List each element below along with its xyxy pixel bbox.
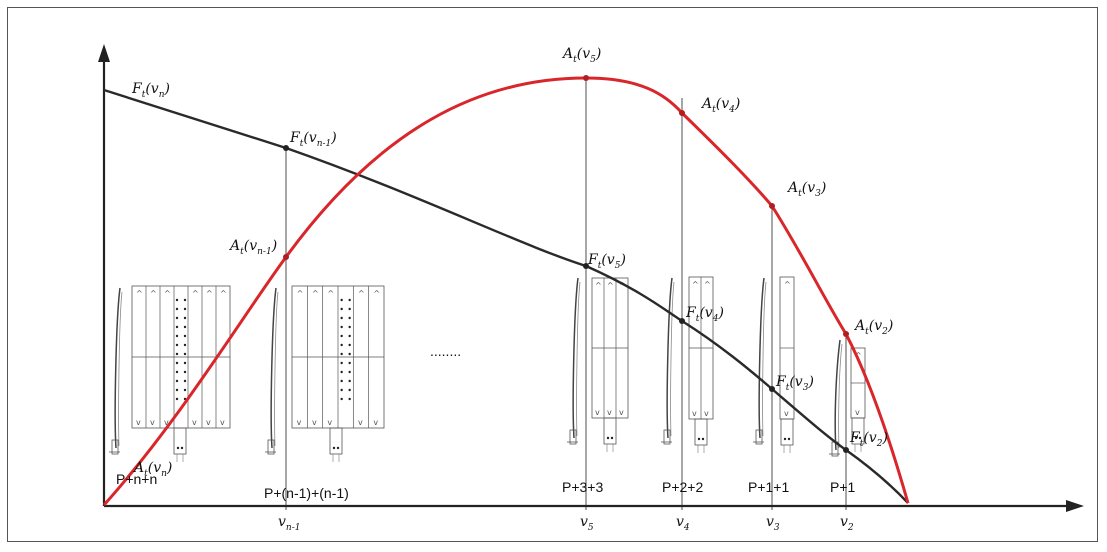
svg-text:v: v xyxy=(373,418,378,427)
force-point xyxy=(679,318,685,324)
train-set: ^ v ^ v ^ v ^ v ^ v xyxy=(291,285,385,462)
locomotive-icon xyxy=(661,277,675,445)
configuration-label: P+2+2 xyxy=(662,479,703,495)
locomotive-icon xyxy=(753,277,767,445)
force-label-3: Ft(v3) xyxy=(775,374,814,393)
force-label-5: Ft(v5) xyxy=(587,252,626,271)
svg-text:v: v xyxy=(164,418,169,427)
velocity-label-4: v4 xyxy=(676,514,690,533)
area-point xyxy=(769,203,775,209)
ellipsis: ........ xyxy=(430,343,461,359)
area-label-5: At(v5) xyxy=(561,46,601,65)
force-label-2: Ft(v2) xyxy=(849,430,888,449)
svg-text:^: ^ xyxy=(297,289,304,298)
locomotive-icon xyxy=(265,287,279,455)
svg-text:^: ^ xyxy=(784,280,791,289)
area-label-n: At(vn) xyxy=(132,460,172,479)
area-point xyxy=(283,254,289,260)
area-label-4: At(v4) xyxy=(700,96,740,115)
curve-points xyxy=(283,75,849,453)
area-label-2: At(v2) xyxy=(853,318,893,337)
velocity-label-2: v2 xyxy=(840,514,854,533)
svg-text:v: v xyxy=(595,408,600,417)
train-set: ^ v ^ v xyxy=(688,276,714,453)
svg-text:^: ^ xyxy=(192,289,199,298)
force-label-4: Ft(v4) xyxy=(685,305,724,324)
svg-text:v: v xyxy=(692,409,697,418)
configuration-label: P+n+n xyxy=(116,471,157,487)
svg-text:v: v xyxy=(607,408,612,417)
train-set: ^v xyxy=(779,276,795,453)
svg-text:v: v xyxy=(136,418,141,427)
train-set: ^ v ^ v ^ v ^ v ^ v ^ v xyxy=(131,285,231,462)
locomotive-icon xyxy=(109,287,123,455)
force-point xyxy=(843,447,849,453)
force-label-n: Ft(vn) xyxy=(131,81,170,100)
velocity-label-5: v5 xyxy=(580,514,594,533)
svg-text:^: ^ xyxy=(595,281,602,290)
svg-text:^: ^ xyxy=(607,281,614,290)
velocity-lines xyxy=(285,78,847,510)
axes xyxy=(98,44,1084,512)
svg-text:v: v xyxy=(327,418,332,427)
force-point xyxy=(769,386,775,392)
svg-text:^: ^ xyxy=(373,289,380,298)
area-point xyxy=(583,75,589,81)
diagram-frame xyxy=(7,7,1098,542)
configuration-label: P+1+1 xyxy=(748,479,789,495)
force-point xyxy=(283,145,289,151)
velocity-label-3: v3 xyxy=(766,514,780,533)
svg-text:v: v xyxy=(784,409,789,418)
train-set: ^ v ^ v ^ v xyxy=(591,277,629,452)
svg-text:v: v xyxy=(297,418,302,427)
svg-text:v: v xyxy=(312,418,317,427)
svg-text:v: v xyxy=(150,418,155,427)
train-set: ^v xyxy=(850,347,866,452)
force-point xyxy=(583,263,589,269)
svg-text:v: v xyxy=(206,418,211,427)
svg-text:v: v xyxy=(704,409,709,418)
svg-text:v: v xyxy=(619,408,624,417)
configuration-label: P+3+3 xyxy=(562,479,603,495)
locomotive-icon xyxy=(567,277,581,445)
svg-text:^: ^ xyxy=(150,289,157,298)
svg-text:^: ^ xyxy=(220,289,227,298)
svg-text:^: ^ xyxy=(136,289,143,298)
svg-text:^: ^ xyxy=(619,281,626,290)
x-axis-arrow xyxy=(1066,500,1084,512)
configuration-label: P+1 xyxy=(830,479,856,495)
svg-text:^: ^ xyxy=(206,289,213,298)
y-axis-arrow xyxy=(98,44,110,62)
svg-text:^: ^ xyxy=(358,289,365,298)
force-label-n-1: Ft(vn-1) xyxy=(289,130,337,149)
area-label-n-1: At(vn-1) xyxy=(228,238,277,257)
velocity-label-n-1: vn-1 xyxy=(278,514,301,533)
svg-text:^: ^ xyxy=(327,289,334,298)
svg-text:^: ^ xyxy=(312,289,319,298)
area-label-3: At(v3) xyxy=(786,180,826,199)
curve-labels: Ft(vn) Ft(vn-1) Ft(v5) Ft(v4) Ft(v3) Ft(v2) At… xyxy=(116,46,893,533)
svg-text:v: v xyxy=(220,418,225,427)
svg-text:^: ^ xyxy=(704,280,711,289)
train-configurations: ^v^v^v^v^v^v^v^v^v^v^v^v^v^v^v^v^v^v xyxy=(109,276,866,462)
svg-text:^: ^ xyxy=(164,289,171,298)
area-point xyxy=(843,331,849,337)
configuration-label: P+(n-1)+(n-1) xyxy=(264,485,349,501)
svg-text:v: v xyxy=(855,408,860,417)
svg-text:v: v xyxy=(192,418,197,427)
svg-text:v: v xyxy=(358,418,363,427)
svg-text:^: ^ xyxy=(692,280,699,289)
svg-text:^: ^ xyxy=(855,351,862,360)
area-point xyxy=(679,110,685,116)
